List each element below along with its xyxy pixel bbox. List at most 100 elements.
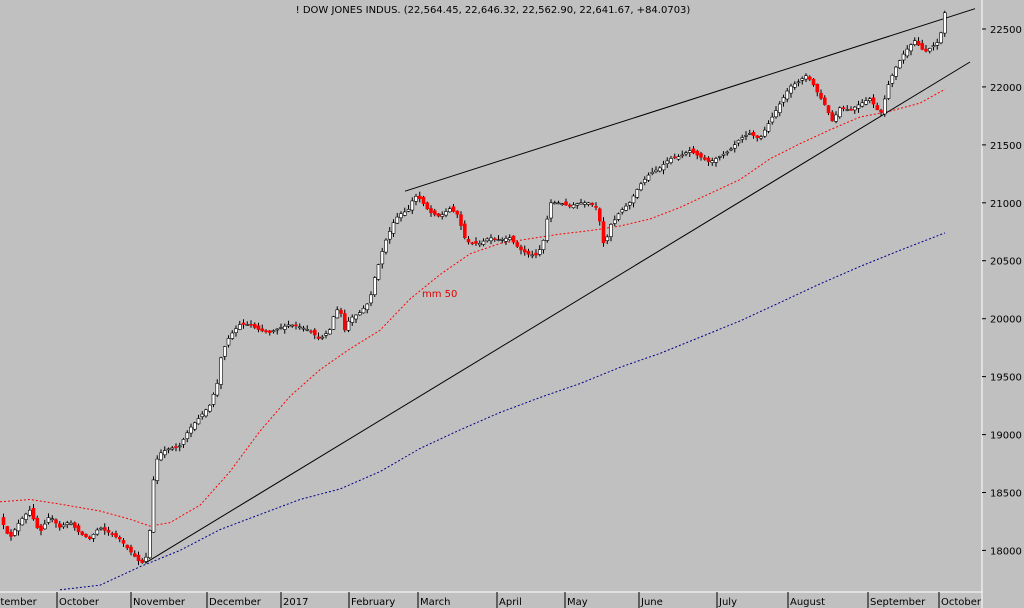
candle-up xyxy=(148,530,152,559)
candle-up xyxy=(886,84,891,99)
candle-down xyxy=(125,544,130,549)
candle-down xyxy=(462,223,467,238)
candle-up xyxy=(369,294,373,304)
candle-up xyxy=(789,85,793,94)
candle-down xyxy=(751,132,756,136)
candle-up xyxy=(657,167,662,172)
candle-up xyxy=(305,329,310,331)
candle-up xyxy=(620,209,625,213)
candle-down xyxy=(309,330,313,333)
candle-down xyxy=(564,201,568,206)
candle-up xyxy=(372,277,377,296)
candle-up xyxy=(24,513,28,520)
candle-up xyxy=(489,237,493,242)
candle-up xyxy=(335,309,340,319)
candle-up xyxy=(684,152,688,155)
candle-down xyxy=(515,242,520,247)
candle-down xyxy=(121,540,126,544)
candle-up xyxy=(650,172,655,175)
x-month-label: September xyxy=(870,597,926,608)
candle-down xyxy=(339,309,343,314)
candle-down xyxy=(451,206,456,212)
candle-down xyxy=(807,76,812,80)
candle-up xyxy=(481,240,486,245)
candle-down xyxy=(84,533,88,537)
candle-down xyxy=(35,517,40,528)
candle-down xyxy=(264,330,268,333)
candle-up xyxy=(196,418,201,425)
candle-up xyxy=(545,218,550,241)
candle-up xyxy=(402,211,407,216)
candle-down xyxy=(875,105,880,110)
candle-down xyxy=(129,546,133,553)
candle-up xyxy=(507,237,512,240)
candle-up xyxy=(860,102,865,107)
candle-up xyxy=(395,216,400,224)
candle-up xyxy=(575,203,580,206)
candle-up xyxy=(346,320,351,331)
candle-up xyxy=(717,156,722,158)
candle-up xyxy=(927,48,932,52)
candle-down xyxy=(88,536,92,540)
candle-up xyxy=(729,148,733,151)
x-month-label: October xyxy=(59,597,100,608)
candle-down xyxy=(594,206,598,208)
candle-up xyxy=(290,324,295,327)
candle-up xyxy=(361,308,366,314)
x-month-label: October xyxy=(941,597,982,608)
candle-down xyxy=(849,109,853,111)
candle-up xyxy=(582,202,587,205)
candle-down xyxy=(916,40,921,46)
candle-up xyxy=(410,200,415,211)
candle-up xyxy=(387,231,392,240)
candle-up xyxy=(605,236,610,241)
candle-down xyxy=(316,336,321,339)
candle-up xyxy=(552,202,557,205)
candle-up xyxy=(669,158,673,163)
candle-up xyxy=(91,533,96,539)
candle-up xyxy=(609,224,613,237)
candle-up xyxy=(579,202,583,205)
candle-down xyxy=(534,252,538,256)
candle-up xyxy=(939,32,943,44)
y-axis: 22500 22000 21500 21000 20500 20000 19500 19000… xyxy=(982,25,1022,557)
x-month-label: August xyxy=(790,597,825,608)
x-month-label: 2017 xyxy=(283,597,308,608)
candle-up xyxy=(406,209,411,212)
candle-up xyxy=(282,325,287,330)
candle-up xyxy=(193,422,197,430)
candle-down xyxy=(110,533,115,535)
candle-up xyxy=(327,329,332,335)
candle-up xyxy=(46,517,51,523)
candle-down xyxy=(702,157,707,160)
candle-up xyxy=(661,164,666,171)
candle-down xyxy=(118,536,122,540)
candle-up xyxy=(238,324,242,330)
candle-down xyxy=(819,92,823,99)
candle-up xyxy=(616,213,621,220)
candle-up xyxy=(942,12,947,34)
candle-down xyxy=(924,48,928,52)
candle-down xyxy=(590,202,595,205)
candle-up xyxy=(380,251,385,265)
candle-down xyxy=(253,323,257,328)
candle-down xyxy=(9,531,13,537)
candle-up xyxy=(654,169,658,173)
candle-up xyxy=(721,153,726,156)
candle-up xyxy=(365,303,370,310)
candle-down xyxy=(80,531,85,535)
candle-up xyxy=(710,160,715,163)
candle-down xyxy=(140,559,145,563)
candle-down xyxy=(342,313,347,331)
candle-down xyxy=(31,508,36,520)
candle-down xyxy=(879,109,883,113)
x-month-label: December xyxy=(209,597,262,608)
candle-up xyxy=(894,66,898,77)
candle-up xyxy=(770,116,775,123)
candle-down xyxy=(249,323,253,326)
candle-down xyxy=(294,324,298,327)
candle-down xyxy=(522,249,527,253)
candle-up xyxy=(151,479,156,533)
candle-up xyxy=(732,144,737,149)
candle-up xyxy=(159,452,163,461)
